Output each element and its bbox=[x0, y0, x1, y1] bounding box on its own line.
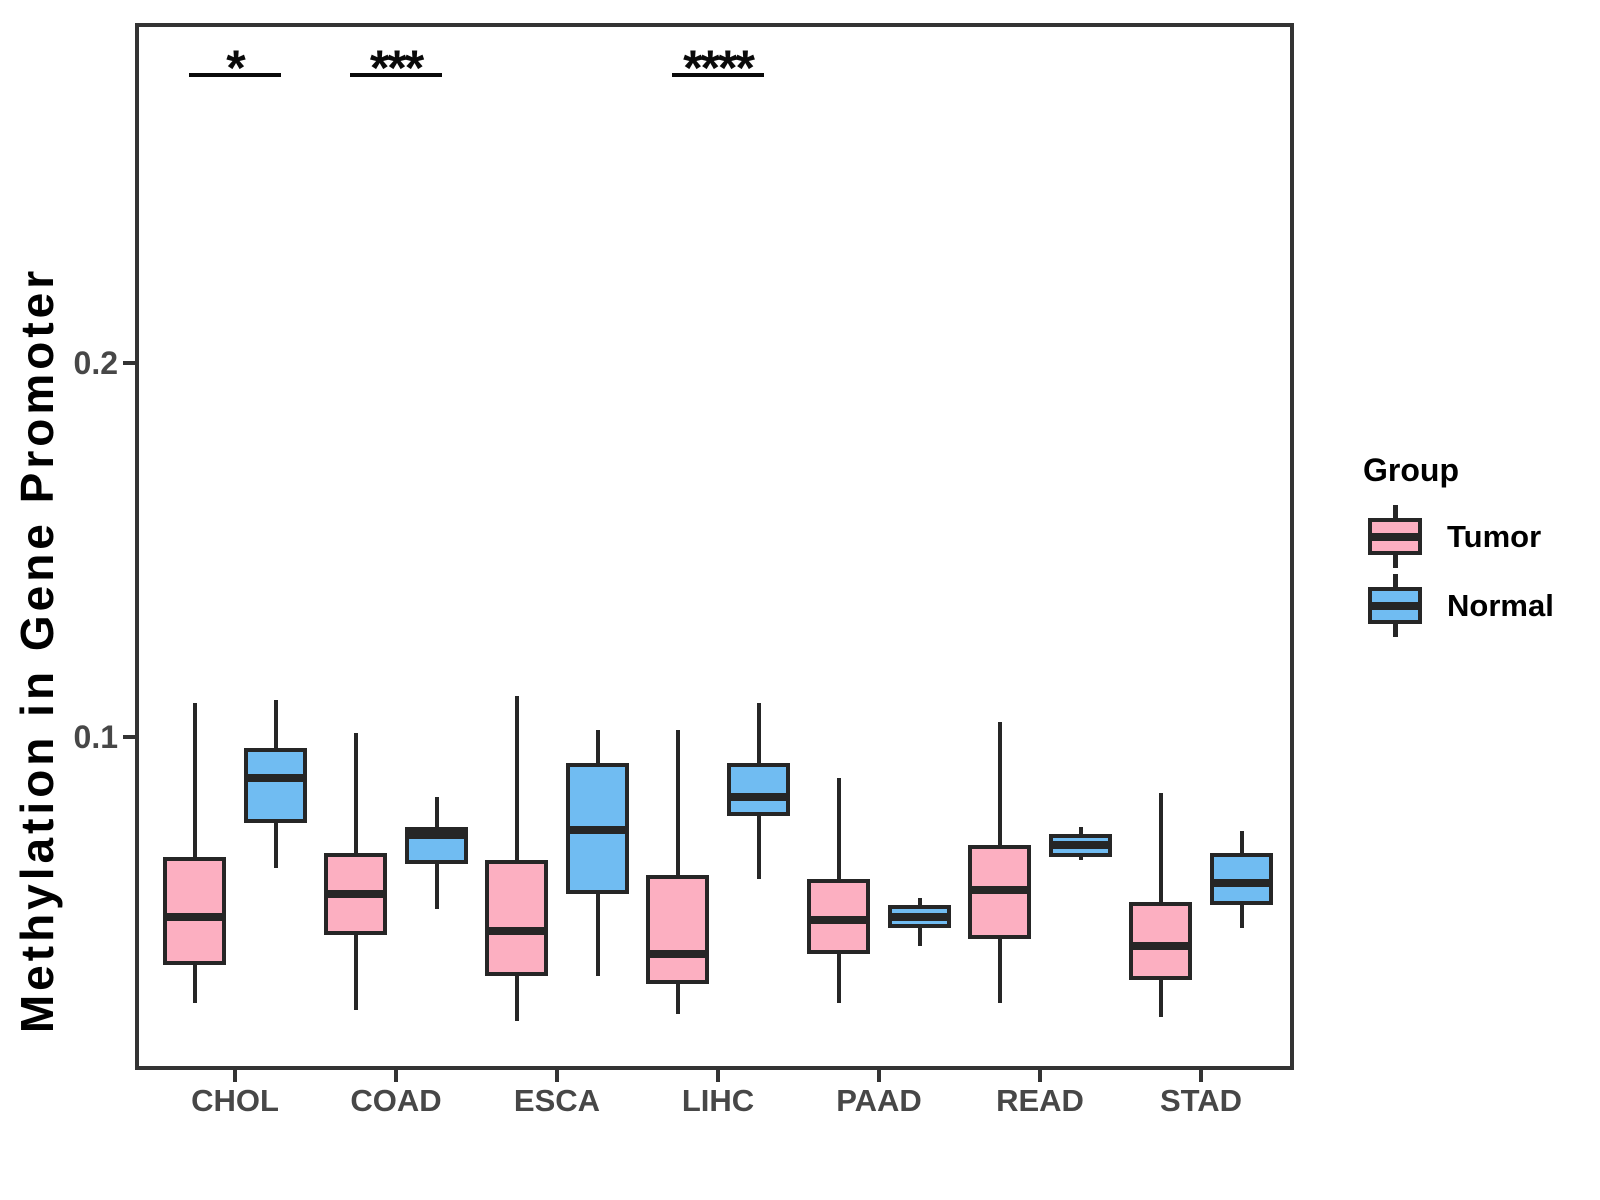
legend-key-box bbox=[1368, 587, 1422, 624]
y-axis-tick-label: 0.2 bbox=[73, 345, 118, 381]
box-normal-PAAD bbox=[888, 905, 951, 928]
box-median-tumor-PAAD bbox=[810, 916, 867, 925]
box-median-tumor-COAD bbox=[327, 890, 384, 899]
box-tumor-CHOL bbox=[163, 856, 226, 966]
box-tumor-COAD bbox=[324, 852, 387, 936]
box-whisker-tumor-CHOL bbox=[192, 703, 197, 1003]
box-normal-CHOL bbox=[244, 748, 307, 824]
x-axis-tick-mark bbox=[233, 1070, 237, 1082]
y-axis-tick-label: 0.1 bbox=[73, 719, 118, 755]
x-axis-tick-label: ESCA bbox=[513, 1083, 601, 1118]
legend-key-median bbox=[1372, 601, 1418, 610]
significance-stars-COAD: *** bbox=[369, 40, 424, 96]
box-median-tumor-STAD bbox=[1132, 942, 1189, 951]
box-median-normal-READ bbox=[1052, 841, 1109, 850]
box-whisker-tumor-LIHC bbox=[675, 729, 680, 1014]
x-axis-tick-label: LIHC bbox=[681, 1083, 755, 1118]
box-tumor-PAAD bbox=[807, 879, 870, 954]
significance-bar-COAD bbox=[350, 73, 442, 77]
box-median-normal-PAAD bbox=[891, 912, 948, 921]
box-median-tumor-CHOL bbox=[166, 912, 223, 921]
plot-panel bbox=[135, 23, 1294, 1070]
box-normal-ESCA bbox=[566, 763, 629, 895]
legend-key-tumor bbox=[1368, 505, 1422, 568]
box-median-tumor-LIHC bbox=[649, 949, 706, 958]
legend-key-box bbox=[1368, 518, 1422, 555]
legend-item-label-normal: Normal bbox=[1447, 588, 1554, 623]
x-axis-tick-mark bbox=[394, 1070, 398, 1082]
significance-stars-CHOL: * bbox=[226, 40, 245, 96]
x-axis-tick-label: STAD bbox=[1159, 1083, 1243, 1118]
box-tumor-LIHC bbox=[646, 875, 709, 984]
legend-title: Group bbox=[1363, 452, 1459, 488]
legend-key-median bbox=[1372, 532, 1418, 541]
x-axis-tick-label: PAAD bbox=[836, 1083, 922, 1118]
y-axis-tick-mark bbox=[123, 735, 135, 739]
box-tumor-STAD bbox=[1129, 901, 1192, 981]
legend-item-label-tumor: Tumor bbox=[1447, 519, 1542, 554]
box-median-normal-COAD bbox=[408, 830, 465, 839]
box-normal-STAD bbox=[1210, 852, 1273, 906]
x-axis-tick-mark bbox=[716, 1070, 720, 1082]
box-whisker-tumor-ESCA bbox=[514, 695, 519, 1022]
significance-bar-LIHC bbox=[672, 73, 764, 77]
box-tumor-READ bbox=[968, 845, 1031, 939]
box-normal-COAD bbox=[405, 826, 468, 865]
legend-key-normal bbox=[1368, 574, 1422, 637]
box-median-tumor-ESCA bbox=[488, 927, 545, 936]
x-axis-tick-mark bbox=[877, 1070, 881, 1082]
x-axis-tick-mark bbox=[1199, 1070, 1203, 1082]
box-median-normal-LIHC bbox=[730, 792, 787, 801]
y-axis-tick-mark bbox=[123, 361, 135, 365]
box-median-normal-CHOL bbox=[247, 774, 304, 783]
box-normal-READ bbox=[1049, 834, 1112, 857]
box-normal-LIHC bbox=[727, 763, 790, 816]
box-median-tumor-READ bbox=[971, 886, 1028, 895]
box-median-normal-STAD bbox=[1213, 878, 1270, 887]
box-tumor-ESCA bbox=[485, 860, 548, 977]
x-axis-tick-mark bbox=[1038, 1070, 1042, 1082]
significance-bar-CHOL bbox=[189, 73, 281, 77]
x-axis-tick-label: READ bbox=[996, 1083, 1084, 1118]
box-median-normal-ESCA bbox=[569, 826, 626, 835]
x-axis-tick-label: CHOL bbox=[191, 1083, 279, 1118]
significance-stars-LIHC: **** bbox=[683, 40, 755, 96]
x-axis-tick-label: COAD bbox=[350, 1083, 442, 1118]
x-axis-tick-mark bbox=[555, 1070, 559, 1082]
y-axis-title: Methylation in Gene Promoter bbox=[11, 266, 63, 1034]
